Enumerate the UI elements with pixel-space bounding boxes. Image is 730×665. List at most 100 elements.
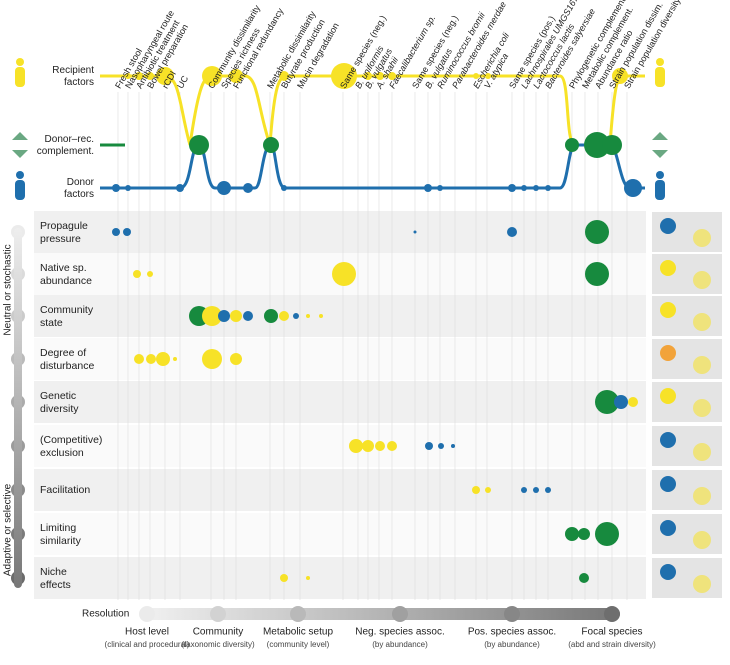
dot [602,135,622,155]
dot [451,444,455,448]
dot [507,227,517,237]
thumbnail [652,296,722,336]
dot [424,184,432,192]
resolution-level: Focal species [581,627,642,638]
dot [202,349,222,369]
row-label: Native sp. abundance [40,262,92,287]
dot [595,390,619,414]
resolution-note: (by abundance) [372,640,428,649]
resolution-level: Metabolic setup [263,627,333,638]
dot [545,487,551,493]
resolution-note: (clinical and procedural) [105,640,190,649]
row-label: Genetic diversity [40,390,79,415]
dot [156,352,170,366]
row-bands [34,211,722,599]
dot [125,185,131,191]
thumbnail [652,514,722,554]
dot [230,310,242,322]
dot [112,228,120,236]
dot [176,184,184,192]
dot [376,72,384,80]
dot [438,443,444,449]
dot [437,185,443,191]
dot [612,68,628,84]
dot [485,487,491,493]
dot [413,230,417,234]
track-label: Donor–rec. complement. [37,134,94,157]
track-label: Recipient factors [52,65,94,88]
thumb-icon [693,229,711,247]
donor-line [100,143,645,190]
dot [279,311,289,321]
thumb-icon [660,388,676,404]
row-band [34,513,646,555]
side-label: Adaptive or selective [3,483,14,576]
resolution-dot [139,606,155,622]
dot [218,310,230,322]
resolution-dot [504,606,520,622]
thumb-icon [660,476,676,492]
dot [584,132,610,158]
dot [485,73,491,79]
thumbnail [652,254,722,294]
dot [112,184,120,192]
dot [362,440,374,452]
dot [387,441,397,451]
dot [585,220,609,244]
thumb-icon [660,520,676,536]
dot [280,574,288,582]
resolution-dot [604,606,620,622]
resolution-dot [392,606,408,622]
thumb-icon [693,531,711,549]
row-band [34,469,646,511]
dot [173,357,177,361]
dot [565,527,579,541]
dot [565,138,579,152]
dot [628,397,638,407]
resolution-level: Community [193,627,244,638]
side-label: Neutral or stochastic [3,244,14,335]
dot [332,262,356,286]
dot [279,71,289,81]
dot [545,185,551,191]
dot [349,439,363,453]
row-label: Propagule pressure [40,220,88,245]
row-band [34,295,646,337]
dot [264,309,278,323]
row-label: Facilitation [40,484,90,496]
resolution-level: Host level [125,627,169,638]
dot [125,73,131,79]
row-band [34,425,646,467]
dot [230,353,242,365]
dot [473,73,479,79]
thumb-icon [693,356,711,374]
thumbnail [652,470,722,510]
dot [578,528,590,540]
dot [508,184,516,192]
dot [146,72,154,80]
dot [521,185,527,191]
thumb-icon [660,345,676,361]
dot [364,72,372,80]
row-band [34,557,646,599]
resolution-dot [210,606,226,622]
dot [293,313,299,319]
dot [521,487,527,493]
dot [263,137,279,153]
resolution-dot [290,606,306,622]
dot [146,354,156,364]
resolution-note: (by abundance) [484,640,540,649]
row-label: Community state [40,304,94,329]
row-label: Limiting similarity [40,522,82,547]
thumb-icon [693,271,711,289]
dot [123,228,131,236]
dot [388,72,396,80]
dot [202,66,222,86]
dot [331,63,357,89]
row-band [34,381,646,423]
leaders [117,92,628,600]
dot [134,354,144,364]
dot [202,306,222,326]
dot [243,311,253,321]
resolution-level: Neg. species assoc. [355,627,445,638]
